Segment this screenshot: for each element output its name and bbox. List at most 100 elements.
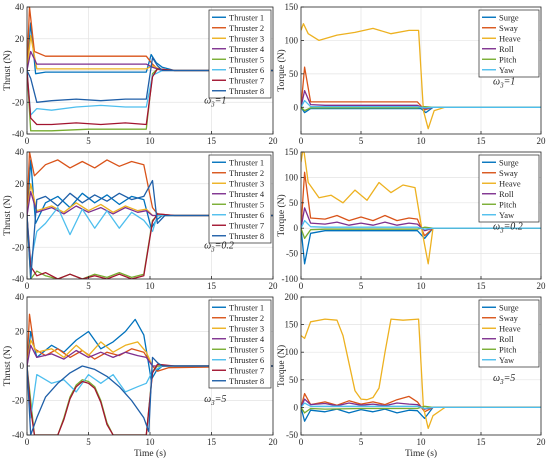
y-tick-label: -40 <box>12 430 24 440</box>
x-tick-label: 10 <box>146 281 156 291</box>
y-axis-label: Torque (N) <box>276 49 287 91</box>
y-axis-label: Torque (N) <box>276 194 287 236</box>
x-tick-label: 15 <box>207 281 217 291</box>
omega-annotation: ω3=1 <box>204 96 226 109</box>
x-axis-label: Time (s) <box>405 448 437 459</box>
legend-entry: Pitch <box>499 54 517 64</box>
legend-entry: Thruster 4 <box>229 334 265 344</box>
y-tick-label: 50 <box>289 375 299 385</box>
legend-entry: Thruster 1 <box>229 12 264 22</box>
x-axis-label: Time (s) <box>134 448 166 459</box>
legend-entry: Roll <box>499 44 514 54</box>
series-line-2 <box>301 66 541 111</box>
legend-entry: Thruster 4 <box>229 44 265 54</box>
series-line-1 <box>27 318 273 381</box>
y-tick-label: 50 <box>289 198 299 208</box>
chart-panel-5: 0 5 10 15 20 -40 -20 0 20 40 Thrust (N) Time (s) Thr… <box>2 292 278 459</box>
y-tick-label: 150 <box>285 2 299 12</box>
x-tick-label: 20 <box>537 437 547 447</box>
legend-entry: Thruster 6 <box>229 65 264 75</box>
legend-entry: Sway <box>499 313 519 323</box>
series-line-7 <box>27 213 273 279</box>
series-line-3 <box>27 339 273 367</box>
legend-box <box>478 9 540 78</box>
x-tick-label: 5 <box>86 281 91 291</box>
omega-annotation: ω3=5 <box>493 373 515 386</box>
legend-entry: Surge <box>499 12 519 22</box>
legend-box <box>478 154 540 223</box>
legend-box <box>208 9 272 99</box>
legend-box <box>478 299 540 368</box>
y-tick-label: 50 <box>289 69 299 79</box>
y-tick-label: 40 <box>15 2 25 12</box>
y-tick-label: 0 <box>294 102 299 112</box>
legend-entry: Thruster 5 <box>229 344 264 354</box>
series-line-3 <box>301 152 541 265</box>
series-line-3 <box>27 34 273 72</box>
legend-entry: Thruster 1 <box>229 302 264 312</box>
series-line-8 <box>27 57 273 103</box>
y-tick-label: 200 <box>285 292 299 302</box>
y-tick-label: 40 <box>15 147 25 157</box>
series-line-4 <box>27 344 273 367</box>
y-tick-label: 40 <box>15 292 25 302</box>
x-tick-label: 0 <box>299 437 304 447</box>
legend-entry: Surge <box>499 157 519 167</box>
legend-entry: Sway <box>499 168 519 178</box>
y-tick-label: 100 <box>285 35 299 45</box>
series-line-6 <box>301 99 541 109</box>
legend-entry: Thruster 2 <box>229 23 264 33</box>
x-tick-label: 0 <box>25 437 30 447</box>
chart-panel-4: 0 5 10 15 20 -100 -50 0 50 100 150 Torque (N) SurgeS… <box>276 147 546 291</box>
series-line-6 <box>27 365 273 419</box>
y-tick-label: 20 <box>15 327 25 337</box>
legend-box <box>208 299 272 389</box>
legend-entry: Heave <box>499 323 521 333</box>
y-tick-label: -100 <box>282 274 299 284</box>
series-group <box>27 313 273 435</box>
y-tick-label: 100 <box>285 172 299 182</box>
series-line-1 <box>301 106 541 114</box>
x-tick-label: 15 <box>477 281 487 291</box>
y-tick-label: -20 <box>12 242 24 252</box>
y-tick-label: 0 <box>20 361 25 371</box>
x-tick-label: 5 <box>86 136 91 146</box>
legend-entry: Thruster 5 <box>229 199 264 209</box>
y-tick-label: 150 <box>285 147 299 157</box>
series-group <box>301 152 541 265</box>
x-tick-label: 10 <box>146 437 156 447</box>
legend-entry: Thruster 2 <box>229 313 264 323</box>
x-tick-label: 20 <box>537 281 547 291</box>
y-tick-label: -40 <box>12 129 24 139</box>
x-tick-label: 10 <box>417 281 427 291</box>
omega-annotation: ω3=0.2 <box>493 221 523 234</box>
x-tick-label: 5 <box>359 281 364 291</box>
series-line-1 <box>27 22 273 75</box>
series-group <box>27 152 273 279</box>
legend-entry: Thruster 4 <box>229 189 265 199</box>
x-tick-label: 10 <box>417 136 427 146</box>
series-line-6 <box>301 402 541 410</box>
y-axis-label: Thrust (N) <box>2 50 13 90</box>
legend-entry: Thruster 8 <box>229 231 264 241</box>
legend-entry: Thruster 5 <box>229 54 264 64</box>
legend-entry: Thruster 7 <box>229 75 264 85</box>
legend-entry: Thruster 2 <box>229 168 264 178</box>
y-tick-label: 100 <box>285 347 299 357</box>
y-tick-label: 0 <box>20 66 25 76</box>
y-tick-label: -20 <box>12 97 24 107</box>
chart-panel-2: 0 5 10 15 20 0 50 100 150 Torque (N) SurgeSwayHeav… <box>276 2 546 146</box>
y-tick-label: -50 <box>286 249 298 259</box>
legend-entry: Thruster 8 <box>229 86 264 96</box>
x-tick-label: 5 <box>359 136 364 146</box>
legend-entry: Thruster 8 <box>229 376 264 386</box>
y-axis-label: Thrust (N) <box>2 346 13 386</box>
series-line-3 <box>301 23 541 130</box>
x-tick-label: 20 <box>269 281 279 291</box>
legend-entry: Roll <box>499 189 514 199</box>
series-group <box>27 7 273 132</box>
